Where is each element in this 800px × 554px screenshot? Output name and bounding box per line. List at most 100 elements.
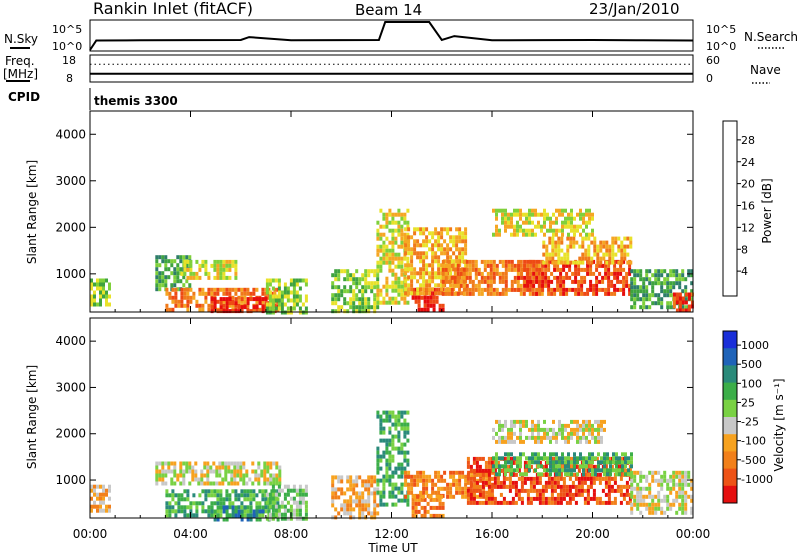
heatmap-cell <box>216 291 220 296</box>
heatmap-cell <box>606 456 609 461</box>
heatmap-cell <box>431 287 435 292</box>
heatmap-cell <box>255 509 259 514</box>
heatmap-cell <box>289 278 293 283</box>
heatmap-cell <box>553 496 557 501</box>
heatmap-cell <box>376 410 380 415</box>
heatmap-cell <box>591 216 594 221</box>
heatmap-cell <box>625 492 629 497</box>
heatmap-cell <box>461 239 465 244</box>
heatmap-cell <box>108 286 111 291</box>
heatmap-cell <box>537 212 540 217</box>
heatmap-cell <box>411 295 415 300</box>
heatmap-cell <box>681 470 685 475</box>
heatmap-cell <box>519 216 522 221</box>
heatmap-cell <box>168 513 172 518</box>
heatmap-cell <box>607 287 611 292</box>
heatmap-cell <box>379 288 383 293</box>
heatmap-cell <box>538 500 542 505</box>
heatmap-cell <box>304 488 308 493</box>
heatmap-cell <box>537 271 541 276</box>
heatmap-cell <box>487 480 491 485</box>
heatmap-cell <box>586 291 590 296</box>
heatmap-cell <box>286 484 290 489</box>
heatmap-cell <box>173 469 177 474</box>
heatmap-cell <box>340 475 344 480</box>
heatmap-cell <box>422 490 426 495</box>
heatmap-cell <box>537 435 540 440</box>
heatmap-cell <box>639 478 643 483</box>
heatmap-cell <box>472 456 476 461</box>
heatmap-cell <box>397 208 401 213</box>
heatmap-cell <box>666 277 670 282</box>
heatmap-cell <box>230 481 234 486</box>
heatmap-cell <box>562 476 566 481</box>
heatmap-cell <box>403 216 407 221</box>
heatmap-cell <box>507 456 510 461</box>
heatmap-cell <box>594 427 597 432</box>
heatmap-cell <box>298 500 302 505</box>
heatmap-cell <box>501 259 505 264</box>
heatmap-cell <box>654 273 658 278</box>
heatmap-cell <box>90 488 93 493</box>
heatmap-cell <box>628 287 632 292</box>
heatmap-cell <box>271 306 275 311</box>
heatmap-cell <box>579 216 582 221</box>
heatmap-cell <box>271 512 275 517</box>
heatmap-cell <box>559 484 563 489</box>
heatmap-cell <box>331 273 335 278</box>
heatmap-cell <box>222 259 226 264</box>
heatmap-cell <box>690 273 694 278</box>
heatmap-cell <box>602 240 606 245</box>
heatmap-cell <box>495 232 498 237</box>
heatmap-region <box>180 259 238 280</box>
heatmap-cell <box>507 431 510 436</box>
heatmap-cell <box>340 503 344 508</box>
heatmap-cell <box>491 482 495 487</box>
heatmap-cell <box>543 419 546 424</box>
heatmap-cell <box>495 419 498 424</box>
heatmap-cell <box>455 227 459 232</box>
heatmap-cell <box>599 244 603 249</box>
heatmap-cell <box>478 488 482 493</box>
heatmap-cell <box>425 490 429 495</box>
heatmap-cell <box>349 515 353 520</box>
heatmap-cell <box>210 305 214 310</box>
heatmap-cell <box>382 438 386 443</box>
heatmap-cell <box>501 263 505 268</box>
heatmap-cell <box>681 506 685 511</box>
heatmap-cell <box>504 267 508 272</box>
heatmap-cell <box>216 259 220 264</box>
heatmap-cell <box>382 486 386 491</box>
heatmap-cell <box>456 283 460 288</box>
heatmap-cell <box>379 418 383 423</box>
heatmap-cell <box>261 489 265 494</box>
heatmap-cell <box>551 248 555 253</box>
heatmap-cell <box>367 483 371 488</box>
heatmap-cell <box>628 267 632 272</box>
heatmap-cell <box>441 283 445 288</box>
heatmap-cell <box>477 287 481 292</box>
heatmap-cell <box>452 251 456 256</box>
heatmap-cell <box>553 267 557 272</box>
heatmap-cell <box>260 473 264 478</box>
heatmap-cell <box>504 291 508 296</box>
heatmap-cell <box>498 279 502 284</box>
heatmap-cell <box>498 435 501 440</box>
heatmap-cell <box>633 293 637 298</box>
heatmap-region <box>331 269 380 314</box>
heatmap-cell <box>621 468 624 473</box>
heatmap-cell <box>228 297 232 302</box>
heatmap-cell <box>663 474 667 479</box>
heatmap-cell <box>373 511 377 516</box>
heatmap-cell <box>343 499 347 504</box>
heatmap-cell <box>243 305 247 310</box>
heatmap-cell <box>406 458 410 463</box>
heatmap-cell <box>173 259 177 264</box>
heatmap-cell <box>624 456 627 461</box>
xtick-label: 20:00 <box>575 527 610 541</box>
heatmap-cell <box>239 473 243 478</box>
colorbar-swatch <box>723 451 737 470</box>
heatmap-cell <box>568 456 572 461</box>
heatmap-cell <box>210 287 214 292</box>
heatmap-cell <box>222 309 226 314</box>
